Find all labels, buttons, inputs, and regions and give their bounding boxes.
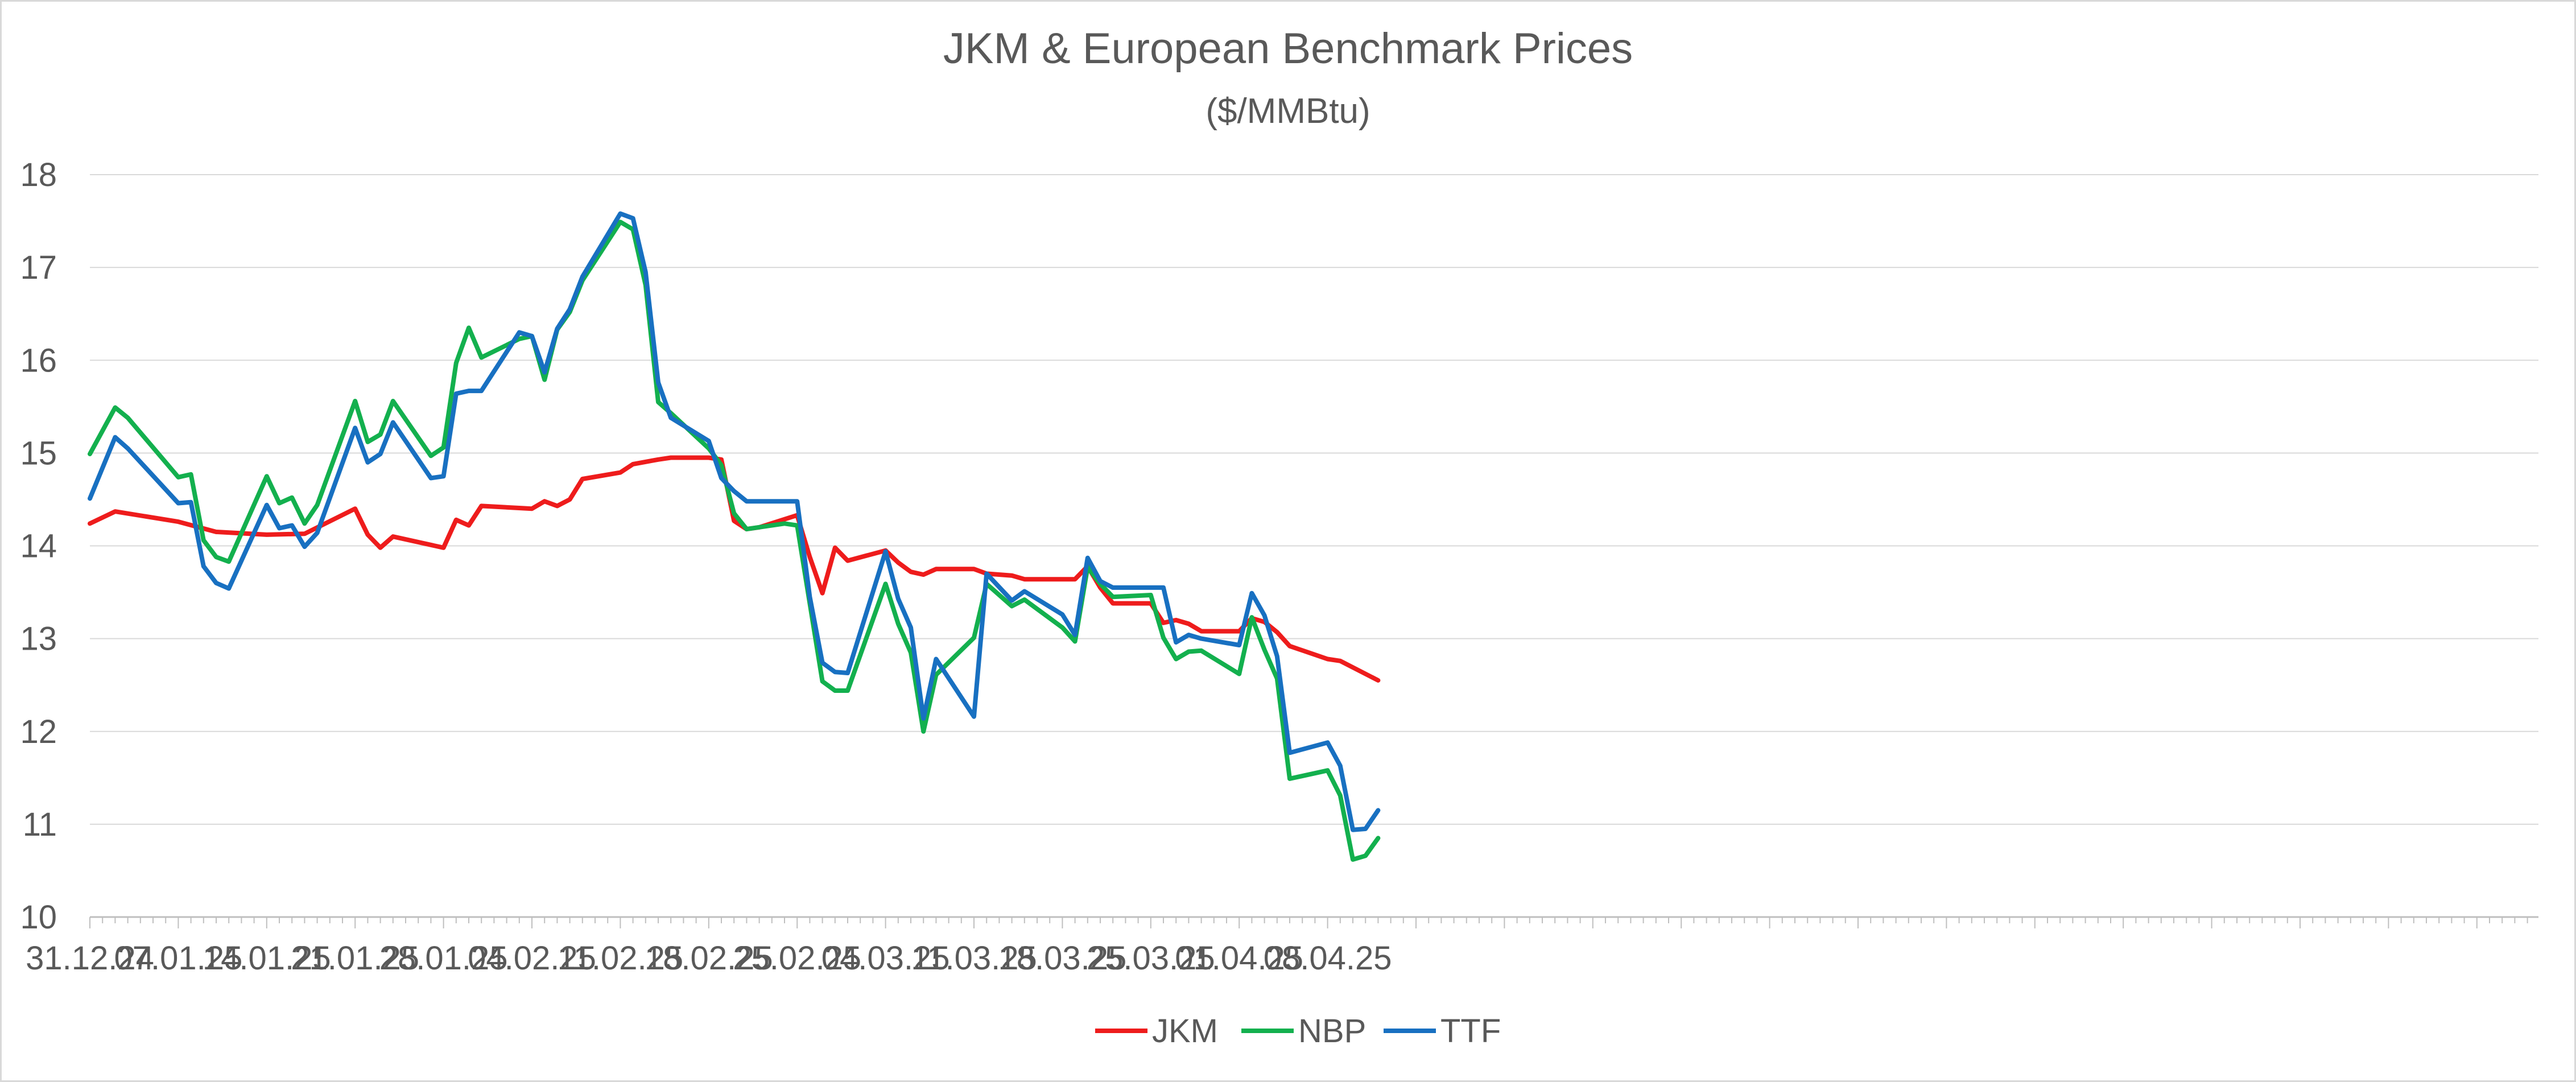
x-tick-label: 21.01.25 [291, 940, 419, 977]
gridlines [90, 174, 2538, 825]
y-tick-label: 13 [20, 621, 57, 658]
series-line-jkm [88, 455, 1381, 683]
chart-title: JKM & European Benchmark Prices [943, 24, 1633, 73]
x-tick-label: 11.03.25 [911, 940, 1037, 977]
x-tick-label: 11.02.25 [558, 940, 683, 977]
legend: JKM NBP TTF [1095, 1013, 1501, 1050]
y-tick-label: 12 [20, 713, 57, 750]
y-tick-label: 18 [20, 156, 57, 193]
x-tick-label: 01.04.25 [1175, 940, 1303, 977]
x-tick-label: 04.03.25 [821, 940, 950, 977]
y-tick-label: 14 [20, 528, 57, 565]
legend-label-ttf: TTF [1440, 1013, 1501, 1050]
x-tick-label: 18.02.25 [645, 940, 773, 977]
y-tick-label: 11 [23, 806, 57, 843]
y-tick-label: 17 [20, 249, 57, 286]
x-tick-label: 25.02.25 [733, 940, 861, 977]
x-tick-label: 08.04.25 [1264, 940, 1392, 977]
series-line-nbp [88, 220, 1381, 862]
x-tick-label: 28.01.25 [379, 940, 508, 977]
x-tick-label: 14.01.25 [203, 940, 331, 977]
x-tick-label: 04.02.25 [468, 940, 596, 977]
legend-label-nbp: NBP [1298, 1013, 1366, 1050]
chart-subtitle: ($/MMBtu) [1206, 92, 1370, 131]
axes: 10 11 12 13 14 15 16 17 18 31.12.2407.01.2514.01.… [20, 156, 2538, 977]
series-line-ttf [88, 211, 1381, 832]
x-tick-label: 31.12.24 [26, 940, 154, 977]
y-tick-label: 15 [20, 435, 57, 472]
y-tick-label: 10 [20, 899, 57, 936]
x-tick-label: 25.03.25 [1087, 940, 1215, 977]
y-tick-label: 16 [20, 342, 57, 379]
x-tick-label: 18.03.25 [998, 940, 1127, 977]
x-tick-label: 07.01.25 [114, 940, 243, 977]
legend-label-jkm: JKM [1152, 1013, 1218, 1050]
series-lines [88, 211, 1381, 862]
